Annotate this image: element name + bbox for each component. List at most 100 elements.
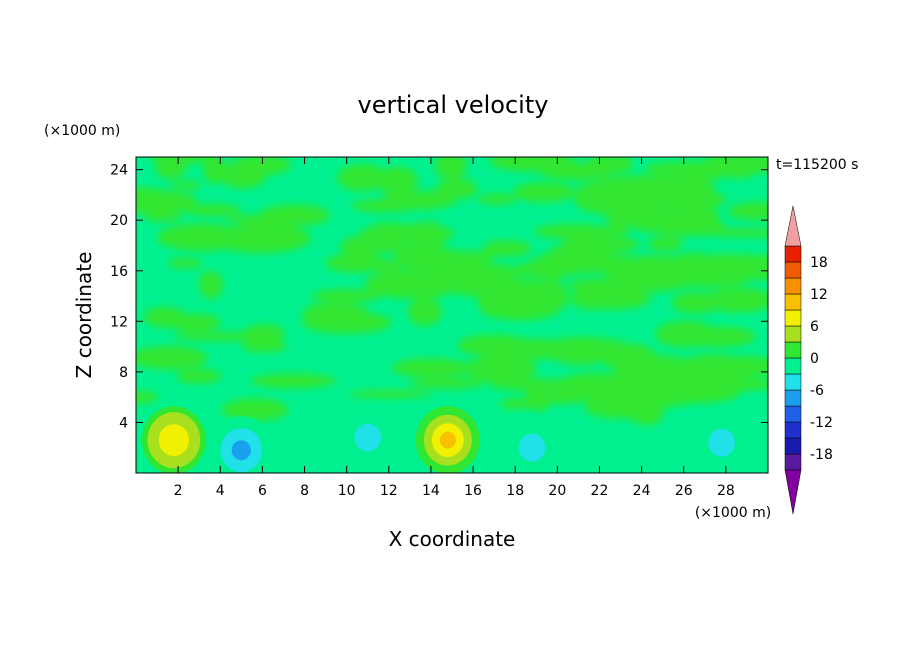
colorbar-segment bbox=[784, 389, 802, 407]
x-tick-label: 20 bbox=[548, 483, 566, 499]
x-unit-label: (×1000 m) bbox=[695, 505, 771, 521]
field-blob bbox=[512, 261, 578, 278]
field-blob bbox=[489, 157, 575, 172]
colorbar-segment bbox=[784, 277, 802, 295]
colorbar-tick-label: 6 bbox=[810, 319, 819, 335]
field-blob bbox=[392, 358, 472, 378]
field-blob bbox=[407, 297, 443, 326]
updraft-cell bbox=[141, 406, 206, 473]
field-blob bbox=[171, 181, 202, 190]
field-blob bbox=[479, 295, 561, 321]
downdraft-cell bbox=[500, 413, 565, 473]
field-blob bbox=[337, 164, 388, 192]
downdraft-cell bbox=[335, 403, 400, 472]
field-blob bbox=[499, 398, 538, 410]
field-blob bbox=[724, 164, 755, 179]
colorbar-tick-label: 0 bbox=[810, 351, 819, 367]
field-blob bbox=[143, 213, 183, 222]
field-blob bbox=[242, 324, 285, 343]
colorbar-tick-label: -6 bbox=[810, 383, 824, 399]
field-blob bbox=[409, 378, 486, 389]
field-blob bbox=[348, 389, 433, 399]
field-blob bbox=[434, 183, 463, 194]
colorbar-segment bbox=[784, 357, 802, 375]
x-tick-label: 18 bbox=[506, 483, 524, 499]
field-blob bbox=[697, 228, 768, 238]
contour-level bbox=[354, 423, 382, 452]
downdraft-cell bbox=[689, 408, 754, 473]
y-unit-label: (×1000 m) bbox=[44, 123, 120, 139]
field-blob bbox=[136, 391, 159, 404]
field-blob bbox=[354, 242, 410, 254]
field-blob bbox=[477, 193, 517, 205]
field-blob bbox=[644, 161, 727, 177]
field-blob bbox=[184, 203, 242, 217]
field-blob bbox=[136, 189, 198, 215]
field-blob bbox=[250, 373, 337, 389]
field-blob bbox=[557, 351, 604, 366]
field-blob bbox=[259, 204, 331, 227]
colorbar-segment bbox=[784, 293, 802, 311]
field-blob bbox=[682, 377, 768, 391]
colorbar-segment bbox=[784, 325, 802, 343]
y-tick-label: 24 bbox=[110, 163, 128, 179]
y-axis-label: Z coordinate bbox=[72, 252, 96, 379]
field-blob bbox=[465, 355, 537, 383]
field-blob bbox=[434, 157, 468, 180]
field-blob bbox=[176, 369, 222, 384]
field-blob bbox=[550, 387, 641, 400]
x-tick-label: 12 bbox=[380, 483, 398, 499]
field-blobs bbox=[136, 157, 768, 426]
field-blob bbox=[484, 338, 577, 360]
field-blob bbox=[167, 258, 203, 269]
colorbar-segment bbox=[784, 405, 802, 423]
field-blob bbox=[603, 214, 697, 225]
colorbar-segment bbox=[784, 309, 802, 327]
x-tick-label: 10 bbox=[338, 483, 356, 499]
field-blob bbox=[512, 182, 575, 203]
field-blob bbox=[609, 265, 694, 292]
colorbar-tick-label: 18 bbox=[810, 255, 828, 271]
field-blob bbox=[155, 157, 187, 180]
field-blob bbox=[663, 359, 703, 380]
field-blob bbox=[726, 254, 768, 280]
field-extrema bbox=[141, 403, 754, 473]
colorbar-tick-label: -18 bbox=[810, 447, 833, 463]
field-blob bbox=[221, 398, 289, 422]
y-tick-label: 4 bbox=[119, 415, 128, 431]
field-blob bbox=[572, 289, 615, 310]
field-blob bbox=[166, 313, 222, 332]
field-blob bbox=[301, 311, 392, 334]
x-axis-label: X coordinate bbox=[389, 527, 516, 551]
colorbar-segment bbox=[784, 373, 802, 391]
field-blob bbox=[705, 287, 768, 313]
x-tick-label: 28 bbox=[717, 483, 735, 499]
x-tick-label: 2 bbox=[174, 483, 183, 499]
field-blob bbox=[716, 334, 754, 346]
field-blob bbox=[241, 339, 288, 353]
colorbar-under-arrow bbox=[784, 469, 802, 515]
field-blob bbox=[482, 240, 532, 257]
field-blob bbox=[587, 157, 634, 174]
colorbar-segment bbox=[784, 437, 802, 455]
field-blob bbox=[429, 262, 520, 283]
x-axis: 2 4 6 8 10 12 14 16 18 20 22 24 26 28 bbox=[174, 157, 735, 499]
x-tick-label: 6 bbox=[258, 483, 267, 499]
x-tick-label: 26 bbox=[675, 483, 693, 499]
field-blob bbox=[136, 345, 208, 370]
field-blob bbox=[310, 289, 382, 303]
field-blob bbox=[533, 223, 613, 240]
contour-level bbox=[439, 431, 456, 449]
colorbar-over-arrow bbox=[784, 205, 802, 247]
field-blob bbox=[156, 223, 246, 252]
x-tick-label: 22 bbox=[591, 483, 609, 499]
colorbar-segment bbox=[784, 245, 802, 263]
field-blob bbox=[394, 245, 459, 271]
x-tick-label: 24 bbox=[633, 483, 651, 499]
y-axis: 4 8 12 16 20 24 bbox=[110, 163, 768, 431]
x-tick-label: 4 bbox=[216, 483, 225, 499]
colorbar-segment bbox=[784, 421, 802, 439]
y-tick-label: 20 bbox=[110, 213, 128, 229]
